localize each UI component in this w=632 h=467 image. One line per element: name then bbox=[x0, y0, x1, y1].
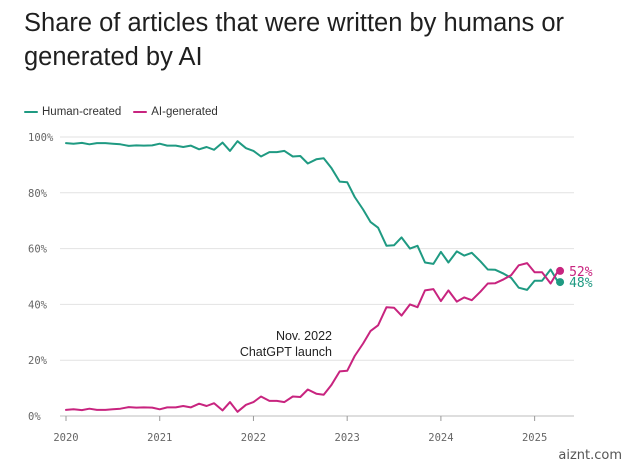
legend-swatch-ai bbox=[133, 110, 148, 114]
series-line-ai bbox=[65, 262, 560, 413]
series-lines bbox=[65, 140, 565, 413]
x-tick-label: 2020 bbox=[53, 432, 78, 444]
end-label-ai: 52% bbox=[569, 265, 593, 280]
y-tick-label: 20% bbox=[28, 355, 48, 367]
series-line-human bbox=[65, 140, 560, 291]
axes: 0% 20% 40% 60% 80% 100% 2020 2021 2022 2023 2024 20… bbox=[28, 132, 574, 444]
chart-title: Share of articles that were written by h… bbox=[24, 9, 564, 71]
legend-item-ai: AI-generated bbox=[133, 106, 218, 118]
x-tick-label: 2023 bbox=[335, 432, 360, 444]
y-tick-label: 40% bbox=[28, 299, 48, 311]
chart-legend: Human-created AI-generated bbox=[24, 106, 230, 118]
y-tick-label: 80% bbox=[28, 188, 48, 200]
y-tick-label: 0% bbox=[28, 411, 41, 423]
watermark: aiznt.com bbox=[558, 448, 622, 463]
annotation-line-1: Nov. 2022 bbox=[276, 329, 332, 343]
x-tick-label: 2022 bbox=[241, 432, 266, 444]
series-endpoint-ai bbox=[556, 266, 565, 275]
end-labels: 48%52% bbox=[569, 265, 593, 291]
legend-item-human: Human-created bbox=[24, 106, 121, 118]
x-tick-label: 2021 bbox=[147, 432, 172, 444]
series-endpoint-human bbox=[556, 278, 565, 287]
annotation-line-2: ChatGPT launch bbox=[240, 345, 332, 359]
gridlines bbox=[60, 136, 574, 417]
y-tick-label: 100% bbox=[28, 132, 54, 144]
annotation: Nov. 2022 ChatGPT launch bbox=[240, 329, 332, 359]
y-tick-label: 60% bbox=[28, 244, 48, 256]
legend-label-human: Human-created bbox=[42, 106, 122, 118]
end-label-human: 48% bbox=[569, 276, 593, 291]
x-tick-label: 2024 bbox=[428, 432, 453, 444]
x-tick-label: 2025 bbox=[522, 432, 547, 444]
legend-label-ai: AI-generated bbox=[151, 106, 218, 118]
legend-swatch-human bbox=[24, 110, 38, 114]
